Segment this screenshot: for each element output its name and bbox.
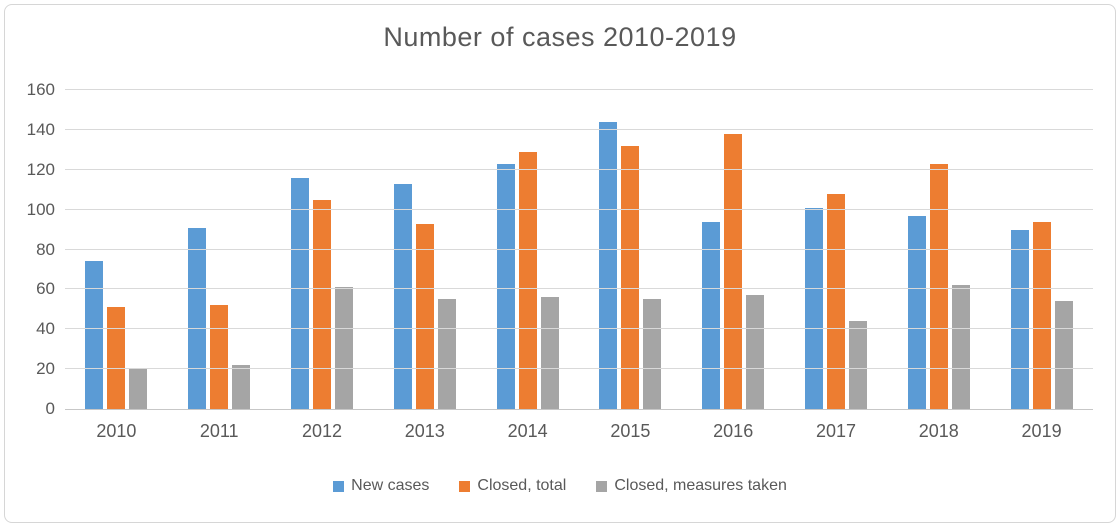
y-tick-label-160: 160	[26, 80, 55, 99]
x-tick-label-2013: 2013	[404, 421, 445, 441]
bar-new-cases-2016	[702, 222, 721, 409]
bar-closed-total-2016	[724, 134, 743, 409]
bar-closed-total-2017	[826, 194, 845, 409]
legend-item-closed-measures-taken: Closed, measures taken	[596, 477, 787, 495]
y-tick-label-120: 120	[26, 159, 55, 179]
bar-closed-measures-taken-2018	[951, 285, 970, 409]
chart-title: Number of cases 2010-2019	[383, 22, 737, 52]
bar-group-2016	[682, 90, 785, 409]
bar-group-2014	[476, 90, 579, 409]
bar-new-cases-2017	[804, 208, 823, 409]
bar-new-cases-2018	[907, 216, 926, 409]
bar-closed-total-2019	[1032, 222, 1051, 409]
x-tick-label-2014: 2014	[507, 421, 548, 441]
x-tick-label-2019: 2019	[1021, 421, 1062, 441]
legend-label: Closed, total	[477, 477, 567, 494]
gridline-y-160	[65, 89, 1093, 90]
bar-new-cases-2010	[85, 261, 104, 409]
legend-item-closed-total: Closed, total	[459, 477, 566, 495]
bar-closed-total-2010	[107, 307, 126, 409]
plot-area: 0 20 40 60 80 100 120 140 160	[27, 81, 1093, 418]
y-tick-label-140: 140	[26, 119, 55, 139]
gridline-y-140	[65, 128, 1093, 130]
gridline-y-40	[65, 328, 1093, 330]
legend-swatch-icon	[459, 480, 471, 492]
bar-closed-total-2012	[312, 200, 331, 409]
bar-group-2011	[168, 90, 271, 409]
bar-closed-measures-taken-2014	[540, 297, 559, 409]
bar-closed-measures-taken-2016	[746, 295, 765, 409]
x-axis-labels: 2010 2011 2012 2013 2014 2015 2016 2017 2018 2019	[65, 421, 1093, 442]
y-tick-label-0: 0	[45, 399, 55, 418]
bar-closed-measures-taken-2015	[643, 299, 662, 409]
bar-group-2017	[785, 90, 888, 409]
x-tick-label-2018: 2018	[918, 421, 959, 441]
bar-closed-measures-taken-2011	[232, 365, 251, 409]
y-tick-label-100: 100	[26, 199, 55, 219]
x-tick-label-2010: 2010	[96, 421, 137, 441]
bar-closed-measures-taken-2019	[1054, 301, 1073, 409]
gridline-y-60	[65, 288, 1093, 290]
x-tick-label-2016: 2016	[713, 421, 754, 441]
bar-closed-measures-taken-2013	[437, 299, 456, 409]
bar-group-2012	[271, 90, 374, 409]
y-tick-label-60: 60	[36, 279, 55, 299]
bar-new-cases-2014	[496, 164, 515, 409]
bar-group-2010	[65, 90, 168, 409]
y-tick-label-20: 20	[36, 359, 55, 379]
bar-closed-total-2014	[518, 152, 537, 409]
bar-group-2013	[373, 90, 476, 409]
y-tick-label-40: 40	[36, 319, 55, 339]
bar-group-2018	[887, 90, 990, 409]
bar-closed-measures-taken-2012	[334, 287, 353, 409]
y-tick-label-80: 80	[36, 239, 55, 259]
legend: New cases Closed, total Closed, measures t…	[0, 477, 1120, 495]
bar-new-cases-2011	[188, 228, 207, 409]
bar-new-cases-2019	[1010, 230, 1029, 409]
bar-new-cases-2015	[599, 122, 618, 409]
bar-closed-total-2018	[929, 164, 948, 409]
gridline-y-20	[65, 368, 1093, 370]
legend-swatch-icon	[333, 480, 345, 492]
bar-closed-measures-taken-2010	[129, 369, 148, 409]
bar-closed-measures-taken-2017	[848, 321, 867, 409]
bar-closed-total-2015	[621, 146, 640, 409]
bar-closed-total-2013	[415, 224, 434, 409]
x-tick-label-2015: 2015	[610, 421, 651, 441]
gridline-y-100	[65, 208, 1093, 210]
x-tick-label-2011: 2011	[199, 421, 239, 441]
bars-row	[65, 90, 1093, 409]
bar-group-2015	[579, 90, 682, 409]
legend-label: New cases	[351, 477, 430, 494]
x-tick-label-2017: 2017	[815, 421, 856, 441]
bar-new-cases-2013	[393, 184, 412, 409]
gridline-y-80	[65, 248, 1093, 250]
bar-closed-total-2011	[210, 305, 229, 409]
legend-swatch-icon	[596, 480, 608, 492]
bar-group-2019	[990, 90, 1093, 409]
bar-new-cases-2012	[290, 178, 309, 409]
x-tick-label-2012: 2012	[301, 421, 343, 441]
legend-label: Closed, measures taken	[614, 477, 787, 494]
legend-item-new-cases: New cases	[333, 477, 429, 495]
gridline-y-120	[65, 168, 1093, 170]
